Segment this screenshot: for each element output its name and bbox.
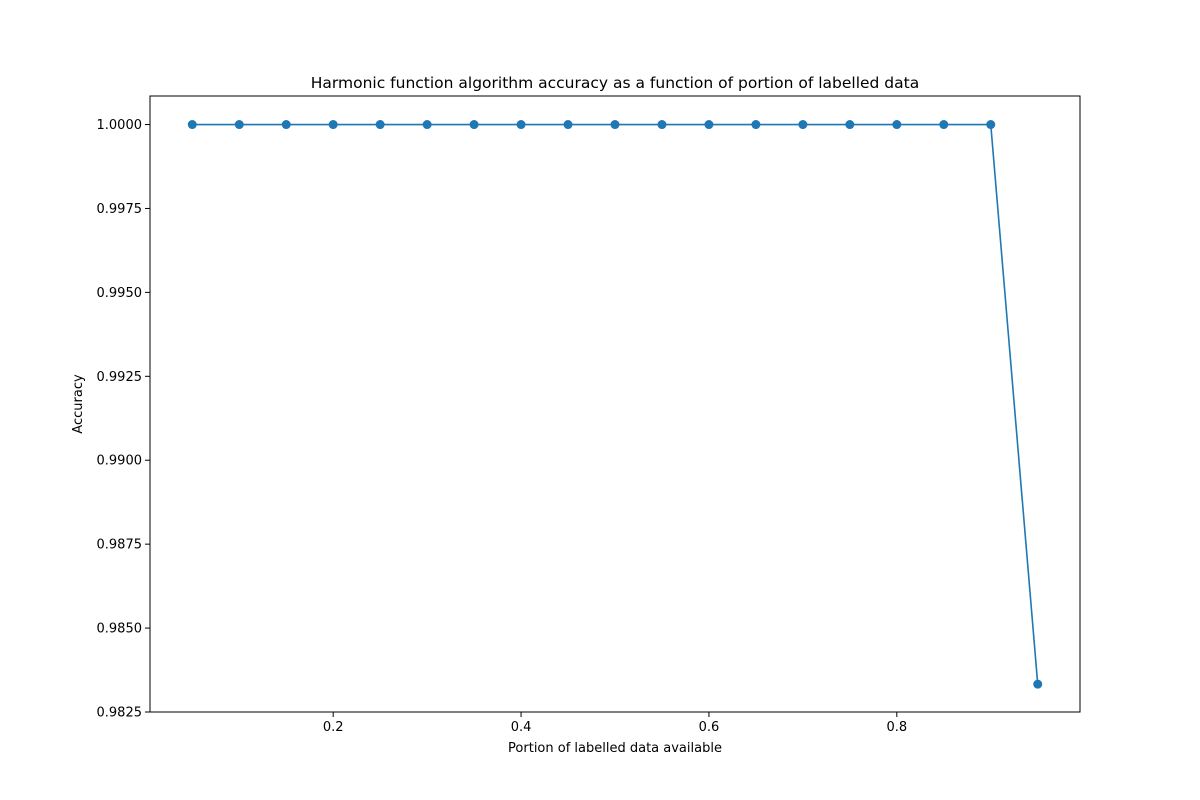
data-point [516, 120, 526, 130]
y-tick-label: 0.9850 [97, 622, 143, 637]
x-tick-label: 0.6 [699, 720, 720, 735]
data-point [892, 120, 902, 130]
chart-title: Harmonic function algorithm accuracy as … [311, 74, 919, 92]
data-point [610, 120, 620, 130]
x-tick-label: 0.8 [886, 720, 907, 735]
data-point [986, 120, 996, 130]
y-tick-label: 0.9825 [97, 706, 143, 721]
y-tick-label: 0.9975 [97, 202, 143, 217]
data-point [422, 120, 432, 130]
data-point [563, 120, 573, 130]
data-point [798, 120, 808, 130]
data-point [375, 120, 385, 130]
data-point [469, 120, 479, 130]
data-point [328, 120, 338, 130]
x-tick-label: 0.2 [323, 720, 344, 735]
data-point [281, 120, 291, 130]
y-axis-title: Accuracy [71, 374, 86, 434]
y-tick-label: 0.9900 [97, 454, 143, 469]
y-tick-label: 0.9875 [97, 538, 143, 553]
plot-area [187, 120, 1043, 689]
plot-frame [149, 95, 1081, 713]
data-point [657, 120, 667, 130]
data-point [187, 120, 197, 130]
x-tick-label: 0.4 [511, 720, 532, 735]
y-tick-label: 1.0000 [97, 118, 143, 133]
y-tick-label: 0.9950 [97, 286, 143, 301]
data-point [234, 120, 244, 130]
y-axis: 0.9825 0.9850 0.9875 0.9900 0.9925 0.9950 0.99… [97, 118, 150, 721]
x-axis-title: Portion of labelled data available [508, 741, 722, 756]
x-axis: 0.2 0.4 0.6 0.8 [323, 712, 907, 735]
data-point [751, 120, 761, 130]
data-point [845, 120, 855, 130]
data-point [704, 120, 714, 130]
y-tick-label: 0.9925 [97, 370, 143, 385]
data-point [1033, 679, 1043, 689]
data-point [939, 120, 949, 130]
